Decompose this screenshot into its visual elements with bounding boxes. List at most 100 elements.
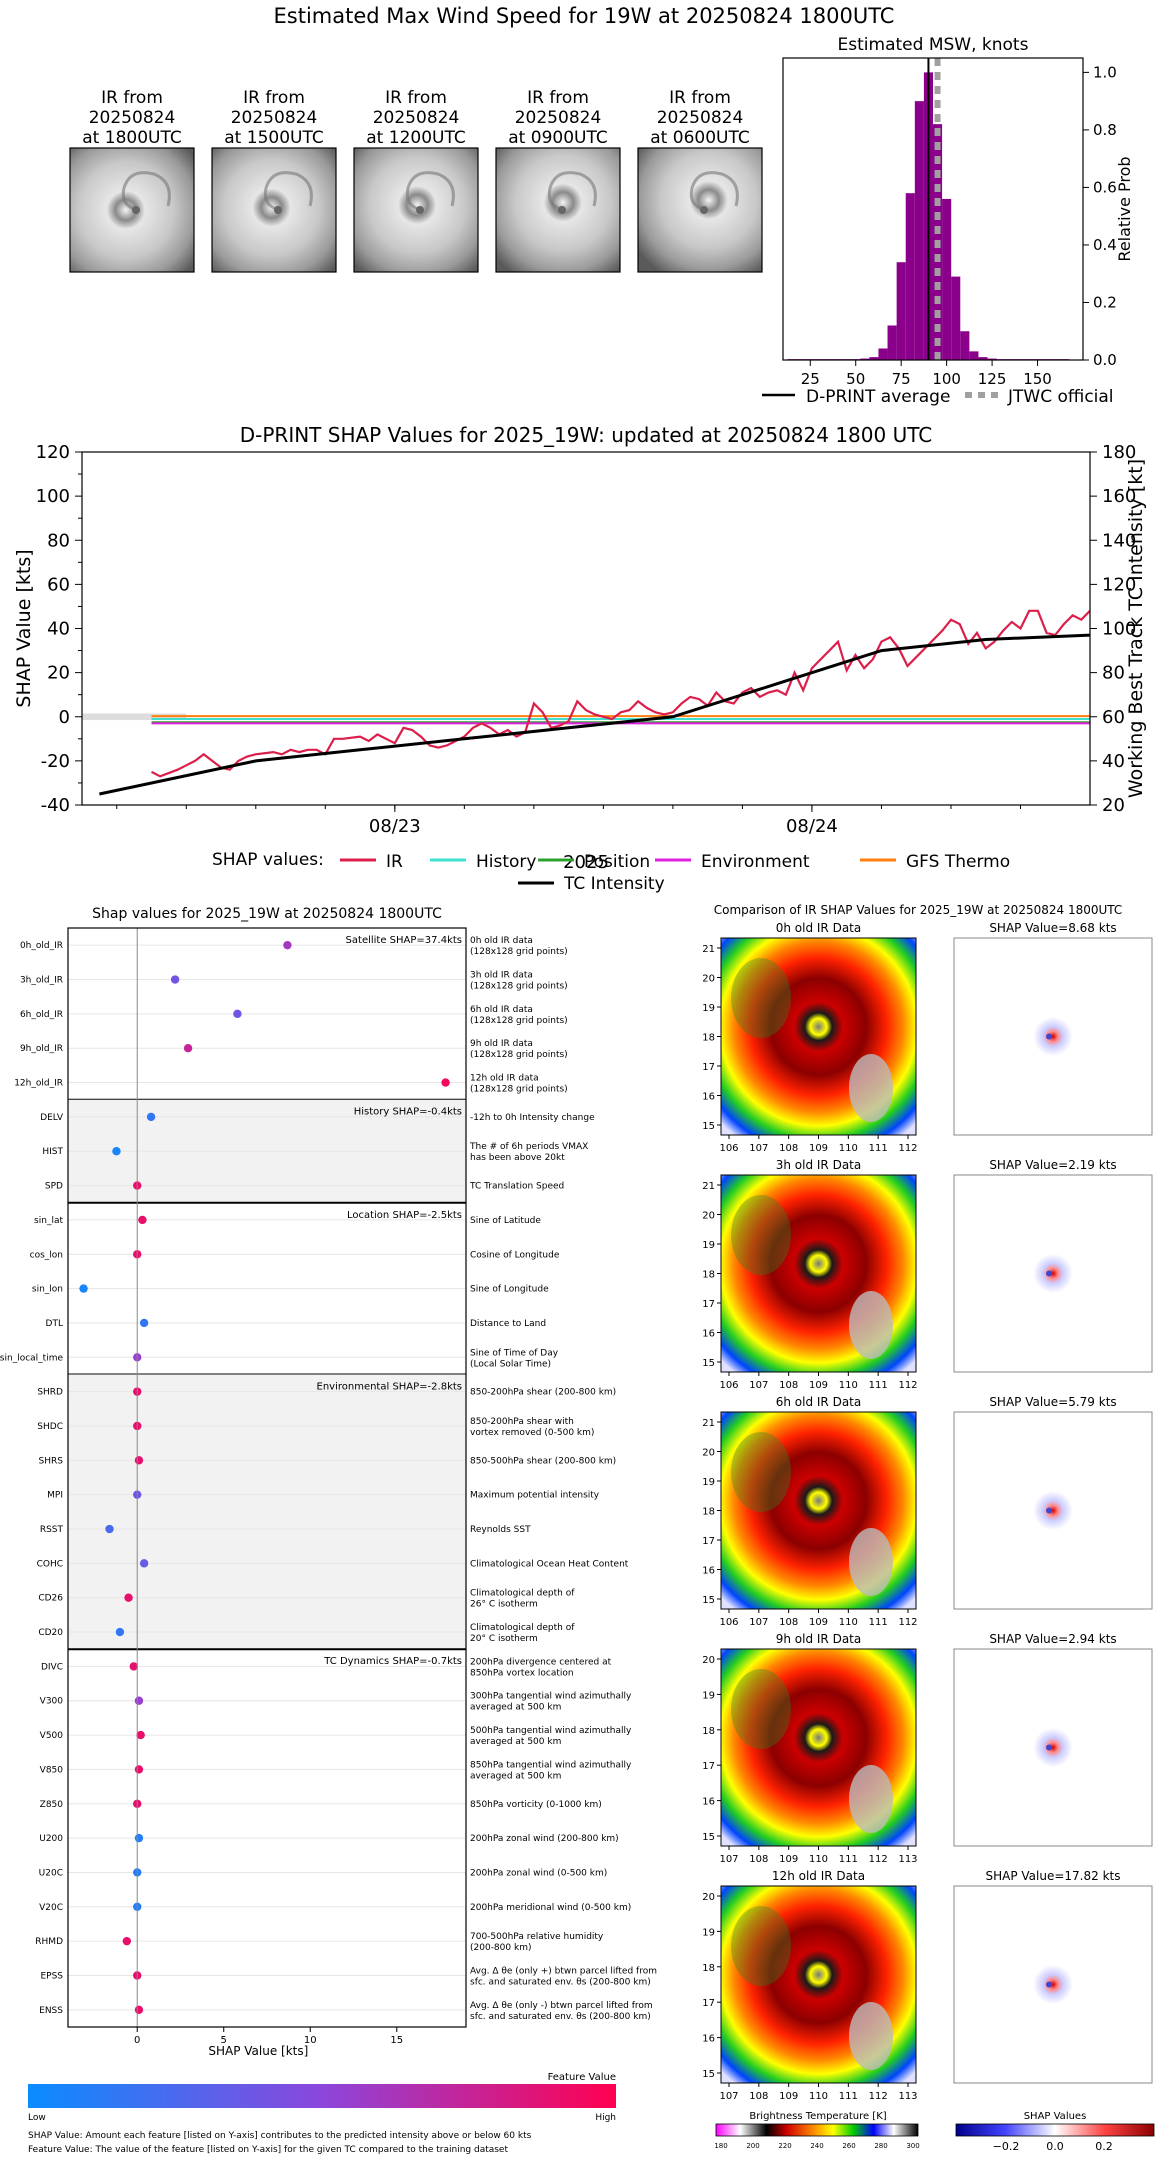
y-tick-label: 16: [702, 1566, 715, 1577]
y-tick-label: 17: [702, 1998, 715, 2009]
feature-shap-dot: [112, 1147, 121, 1156]
y-tick-label: 19: [702, 1003, 715, 1014]
ir-thumb-title-line1: IR from: [101, 88, 163, 108]
y-tick-label: 18: [702, 1033, 715, 1044]
x-tick-label: 100: [932, 370, 961, 388]
ir-thumb-title-line3: at 0600UTC: [650, 128, 749, 148]
x-tick-label: 0: [134, 2035, 140, 2046]
timeseries-ylabel: SHAP Value [kts]: [13, 549, 35, 707]
ir-shap-line: [151, 609, 1091, 778]
y-tick-label: 17: [702, 1536, 715, 1547]
feature-shap-dot: [134, 1765, 144, 1774]
y2-tick-label: 60: [1102, 707, 1125, 728]
y2-tick-label: 80: [1102, 663, 1125, 684]
feature-label: ENSS: [39, 2006, 63, 2016]
x-tick-label: 50: [846, 370, 865, 388]
timeseries-y2label: Working Best Track TC Intensity [kt]: [1125, 459, 1147, 798]
feature-desc: 850-500hPa shear (200-800 km): [470, 1456, 616, 1466]
x-tick-label: 112: [898, 1617, 917, 1628]
feature-desc: 300hPa tangential wind azimuthally: [470, 1692, 632, 1702]
y-tick-label: 18: [702, 1726, 715, 1737]
feature-desc: 12h old IR data: [470, 1074, 539, 1084]
histogram-bar: [978, 357, 988, 360]
group-title: History SHAP=-0.4kts: [354, 1107, 462, 1118]
feature-label: RHMD: [35, 1937, 63, 1947]
spiral-band: [121, 171, 171, 212]
shap-colorbar-tick: 0.0: [1046, 2140, 1064, 2153]
feature-desc: vortex removed (0-500 km): [470, 1428, 594, 1438]
bt-colorbar-title: Brightness Temperature [K]: [749, 2111, 886, 2122]
y-tick-label: 19: [702, 1690, 715, 1701]
feature-shap-dot: [129, 1662, 138, 1671]
feature-desc: 500hPa tangential wind azimuthally: [470, 1726, 632, 1736]
x-tick-label: 5: [221, 2035, 227, 2046]
bt-colorbar-tick: 260: [842, 2142, 855, 2150]
eye-mark: [274, 206, 282, 214]
y-tick-label: 15: [702, 1358, 715, 1369]
x-tick-label: 112: [869, 1854, 888, 1865]
feature-desc: averaged at 500 km: [470, 1703, 561, 1713]
y-tick-label: 21: [702, 1418, 715, 1429]
feature-label: V20C: [39, 1903, 63, 1913]
feature-label: SHRS: [39, 1456, 64, 1466]
x-tick-label: 108: [779, 1380, 798, 1391]
histogram-bar: [878, 348, 888, 360]
feature-label: 3h_old_IR: [20, 976, 63, 986]
feature-label: COHC: [37, 1559, 63, 1569]
feature-desc: (128x128 grid points): [470, 1085, 568, 1095]
x-tick-label: 110: [839, 1143, 858, 1154]
land-blob: [849, 1528, 893, 1596]
y-tick-label: 18: [702, 1963, 715, 1974]
histogram-bar: [869, 357, 879, 360]
comparison-title: Comparison of IR SHAP Values for 2025_19…: [714, 903, 1123, 917]
histogram-title: Estimated MSW, knots: [838, 35, 1029, 55]
ir-thumb-title-line2: 20250824: [657, 108, 744, 128]
shap-negative-spot: [1046, 1981, 1052, 1988]
x-tick-label: 109: [779, 1854, 798, 1865]
y-tick-label: -40: [41, 795, 70, 816]
feature-shap-dot: [79, 1284, 88, 1293]
ir-thumb-title-line2: 20250824: [515, 108, 602, 128]
y-tick-label: 19: [702, 1927, 715, 1938]
feature-desc: Sine of Time of Day: [470, 1348, 559, 1358]
shap-timeseries-section: D-PRINT SHAP Values for 2025_19W: update…: [13, 423, 1147, 894]
feature-label: cos_lon: [30, 1250, 63, 1260]
x-tick-label: 109: [809, 1143, 828, 1154]
y-tick-label: 16: [702, 1797, 715, 1808]
feature-desc: Reynolds SST: [470, 1525, 531, 1535]
feature-label: DELV: [40, 1113, 64, 1123]
y2-tick-label: 100: [1102, 619, 1136, 640]
histogram-bar: [960, 331, 970, 360]
feature-desc: 200hPa divergence centered at: [470, 1657, 612, 1667]
y-tick-label: 0.0: [1093, 351, 1117, 369]
feature-label: sin_lon: [32, 1285, 63, 1295]
x-tick-label: 106: [719, 1143, 738, 1154]
x-tick-label: 108: [779, 1617, 798, 1628]
x-tick-label: 107: [719, 2091, 738, 2102]
shap-heatmap: [953, 1174, 1153, 1373]
y-tick-label: 21: [702, 1181, 715, 1192]
feature-shap-dot: [134, 1696, 144, 1705]
spiral-band: [547, 171, 597, 212]
eye-mark: [700, 206, 708, 214]
timeseries-title: D-PRINT SHAP Values for 2025_19W: update…: [240, 423, 932, 447]
feature-desc: sfc. and saturated env. θs (200-800 km): [470, 1977, 651, 1987]
feature-desc: -12h to 0h Intensity change: [470, 1113, 595, 1123]
y-tick-label: 15: [702, 2069, 715, 2080]
y-tick-label: 1.0: [1093, 63, 1117, 81]
x-tick-label: 75: [892, 370, 911, 388]
timeseries-frame: [81, 451, 1091, 806]
y-tick-label: 19: [702, 1240, 715, 1251]
dotplot-xlabel: SHAP Value [kts]: [208, 2044, 308, 2058]
feature-desc: 20° C isotherm: [470, 1634, 538, 1644]
histogram-ylabel: Relative Prob: [1115, 156, 1134, 261]
cloud-band: [731, 1669, 791, 1749]
y-tick-label: 17: [702, 1062, 715, 1073]
feature-desc: Distance to Land: [470, 1319, 546, 1329]
feature-label: V500: [40, 1731, 64, 1741]
feature-desc: 850hPa vorticity (0-1000 km): [470, 1800, 602, 1810]
y2-tick-label: 20: [1102, 795, 1125, 816]
ir-thumb-title-line3: at 1800UTC: [82, 128, 181, 148]
group-shade: [68, 1374, 466, 1650]
feature-desc: 26° C isotherm: [470, 1600, 538, 1610]
